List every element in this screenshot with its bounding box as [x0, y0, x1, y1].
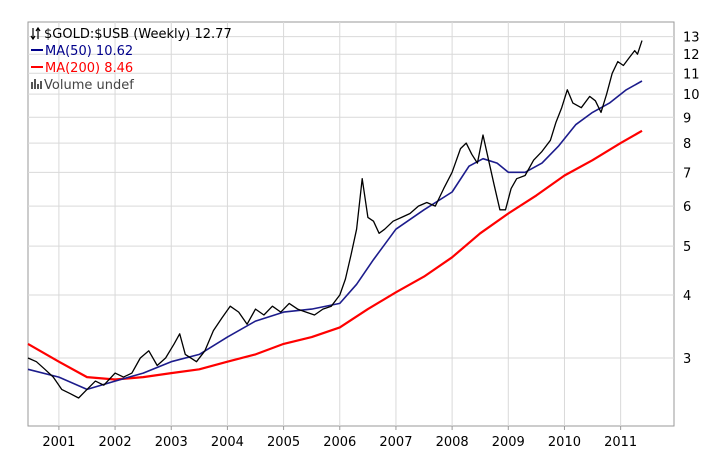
ma200-legend-label: MA(200) 8.46 [45, 61, 133, 76]
x-tick-label: 2005 [267, 435, 300, 450]
ma200-series-line [27, 129, 643, 381]
y-tick-label: 4 [683, 289, 691, 304]
x-tick-label: 2004 [211, 435, 244, 450]
price-arrows-icon [30, 26, 41, 41]
y-tick-label: 5 [683, 240, 691, 255]
symbol-label: $GOLD:$USB (Weekly) 12.77 [44, 27, 232, 42]
x-tick-label: 2001 [42, 435, 75, 450]
ma50-legend-label: MA(50) 10.62 [45, 44, 133, 59]
volume-legend-label: Volume undef [44, 78, 134, 93]
y-tick-label: 9 [683, 111, 691, 126]
legend: $GOLD:$USB (Weekly) 12.77 MA(50) 10.62 M… [30, 26, 232, 93]
x-tick-label: 2007 [379, 435, 412, 450]
y-tick-label: 8 [683, 137, 691, 152]
x-tick-label: 2008 [436, 435, 469, 450]
x-tick-label: 2003 [155, 435, 188, 450]
volume-bars-icon [31, 79, 42, 89]
x-tick-label: 2002 [99, 435, 132, 450]
ma50-series-line [27, 80, 643, 391]
y-tick-label: 12 [683, 48, 700, 63]
gridlines [28, 22, 674, 426]
y-tick-label: 7 [683, 166, 691, 181]
y-tick-label: 11 [683, 67, 700, 82]
x-tick-label: 2006 [323, 435, 356, 450]
y-tick-label: 6 [683, 200, 691, 215]
price-series-line [27, 40, 643, 399]
y-tick-label: 13 [683, 31, 700, 46]
plot-area [27, 21, 675, 427]
x-tick-label: 2010 [548, 435, 581, 450]
y-axis: 3 4 5 6 7 8 9 10 11 12 13 [683, 31, 700, 367]
y-tick-label: 3 [683, 352, 691, 367]
x-axis: 2001 2002 2003 2004 2005 2006 2007 2008 2009 2010… [42, 426, 637, 450]
series-group [27, 40, 643, 399]
x-tick-label: 2009 [492, 435, 525, 450]
y-tick-label: 10 [683, 88, 700, 103]
x-tick-label: 2011 [604, 435, 637, 450]
